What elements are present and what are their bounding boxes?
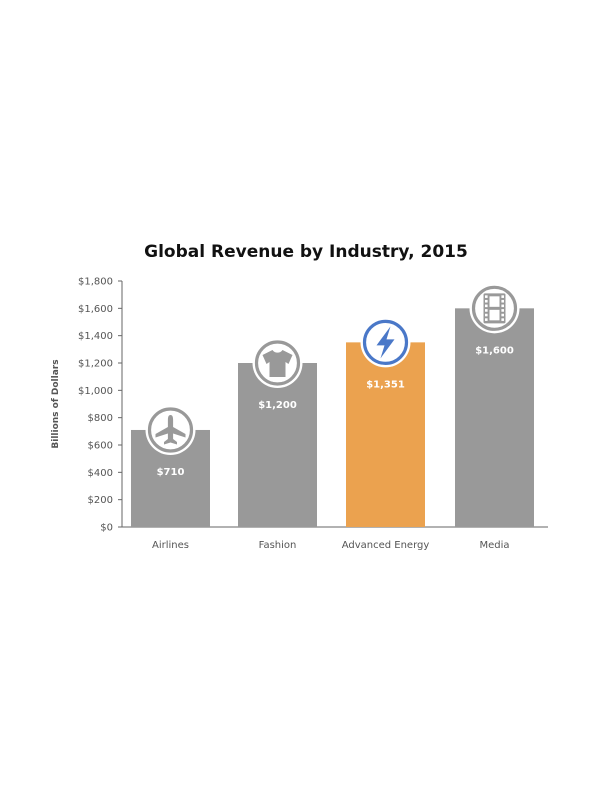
y-tick-label: $400 <box>88 468 113 479</box>
airplane-icon <box>145 404 196 455</box>
icon-badge-ring <box>362 319 409 365</box>
film-body <box>483 293 506 324</box>
film-perforation <box>501 295 504 298</box>
icon-badge-ring <box>147 407 194 453</box>
film-perforation <box>501 309 504 312</box>
chart-title: Global Revenue by Industry, 2015 <box>144 242 468 262</box>
bar <box>455 308 534 527</box>
film-perforation <box>485 318 488 321</box>
lightning-bolt-icon <box>360 317 411 368</box>
bar-value-label: $1,200 <box>258 400 297 411</box>
film-perforation <box>501 313 504 317</box>
y-axis-label: Billions of Dollars <box>51 359 61 448</box>
y-tick-label: $1,800 <box>78 277 113 288</box>
tshirt-icon <box>252 338 303 388</box>
film-perforation <box>485 299 488 303</box>
category-label: Advanced Energy <box>342 540 430 551</box>
film-perforation <box>485 304 488 308</box>
y-tick-label: $1,200 <box>78 359 113 370</box>
bolt-shape <box>376 326 395 359</box>
bar-group: $1,200 Fashion <box>238 338 317 551</box>
icon-badge-ring <box>471 285 518 331</box>
film-perforation <box>501 304 504 308</box>
bar-value-label: $710 <box>157 467 185 478</box>
bar-value-label: $1,351 <box>366 379 405 390</box>
film-perforation <box>501 299 504 303</box>
axes: $0 $200 $400 $600 $800 $1,000 $1,200 $1,400 $1,6… <box>51 277 548 534</box>
category-label: Media <box>479 540 509 551</box>
film-perforation <box>501 318 504 321</box>
bar-group: $1,600 Media <box>455 283 534 551</box>
y-tick-label: $200 <box>88 495 113 506</box>
film-frame <box>489 296 500 307</box>
bar <box>238 363 317 527</box>
category-label: Airlines <box>152 540 189 551</box>
film-perforation <box>485 313 488 317</box>
bar-group: $710 Airlines <box>131 404 210 551</box>
airplane-shape <box>155 414 186 445</box>
bars: $710 Airlines $1,200 Fashion $1,351 Advanced … <box>131 283 534 551</box>
category-label: Fashion <box>259 540 297 551</box>
y-tick-label: $0 <box>100 523 113 534</box>
film-perforation <box>485 309 488 312</box>
film-perforation <box>485 295 488 298</box>
tshirt-shape <box>262 350 293 377</box>
film-frame <box>489 309 500 321</box>
film-strip-icon <box>469 283 520 334</box>
y-tick-label: $1,600 <box>78 304 113 315</box>
y-tick-label: $1,000 <box>78 386 113 397</box>
bar <box>346 342 425 527</box>
icon-badge-ring <box>254 340 301 386</box>
bar-group: $1,351 Advanced Energy <box>342 317 430 551</box>
y-tick-label: $600 <box>88 441 113 452</box>
film-shape <box>483 293 506 324</box>
bar-value-label: $1,600 <box>475 345 514 356</box>
y-tick-label: $1,400 <box>78 331 113 342</box>
y-tick-label: $800 <box>88 413 113 424</box>
